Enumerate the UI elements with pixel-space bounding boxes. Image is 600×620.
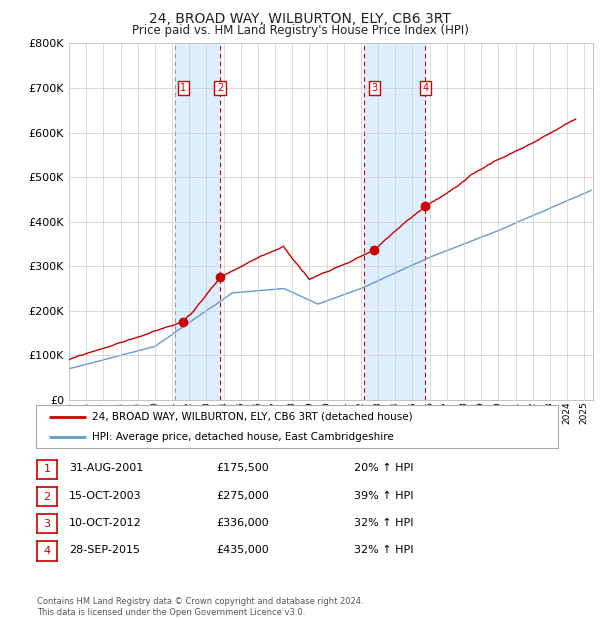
Text: HPI: Average price, detached house, East Cambridgeshire: HPI: Average price, detached house, East… (92, 432, 394, 442)
Bar (364, 43, 425, 400)
Text: 32% ↑ HPI: 32% ↑ HPI (354, 518, 413, 528)
Text: £336,000: £336,000 (216, 518, 269, 528)
Text: 4: 4 (44, 546, 50, 556)
Text: 24, BROAD WAY, WILBURTON, ELY, CB6 3RT: 24, BROAD WAY, WILBURTON, ELY, CB6 3RT (149, 12, 451, 27)
Text: £275,000: £275,000 (216, 490, 269, 500)
Text: 2: 2 (217, 83, 223, 93)
Text: 31-AUG-2001: 31-AUG-2001 (69, 463, 143, 473)
Text: £175,500: £175,500 (216, 463, 269, 473)
Text: 32% ↑ HPI: 32% ↑ HPI (354, 545, 413, 555)
Text: 3: 3 (44, 519, 50, 529)
Text: 3: 3 (371, 83, 377, 93)
Text: 15-OCT-2003: 15-OCT-2003 (69, 490, 142, 500)
Text: 2: 2 (44, 492, 50, 502)
Text: Contains HM Land Registry data © Crown copyright and database right 2024.
This d: Contains HM Land Registry data © Crown c… (37, 598, 364, 617)
Bar (175, 43, 220, 400)
Text: 1: 1 (44, 464, 50, 474)
Text: 20% ↑ HPI: 20% ↑ HPI (354, 463, 413, 473)
Text: Price paid vs. HM Land Registry's House Price Index (HPI): Price paid vs. HM Land Registry's House … (131, 24, 469, 37)
Text: 1: 1 (181, 83, 187, 93)
Text: 24, BROAD WAY, WILBURTON, ELY, CB6 3RT (detached house): 24, BROAD WAY, WILBURTON, ELY, CB6 3RT (… (92, 412, 413, 422)
Text: 10-OCT-2012: 10-OCT-2012 (69, 518, 142, 528)
Text: 39% ↑ HPI: 39% ↑ HPI (354, 490, 413, 500)
Text: 28-SEP-2015: 28-SEP-2015 (69, 545, 140, 555)
Text: £435,000: £435,000 (216, 545, 269, 555)
Text: 4: 4 (422, 83, 428, 93)
